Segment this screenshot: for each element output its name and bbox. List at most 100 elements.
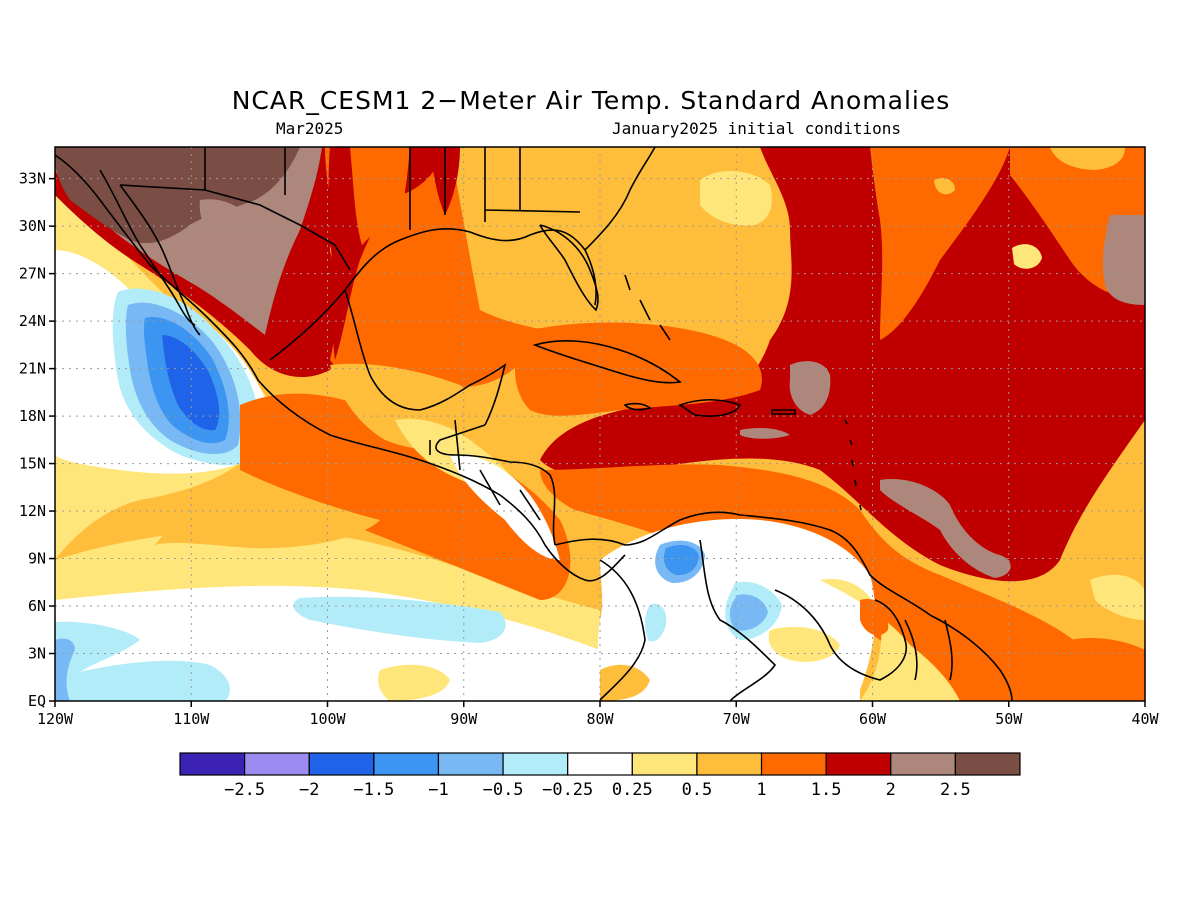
- field-southwest-light-blue: [55, 621, 230, 701]
- field-colombia-blue: [663, 544, 699, 576]
- field-yellow-patch-equator: [378, 664, 450, 701]
- map-title: NCAR_CESM1 2−Meter Air Temp. Standard An…: [231, 86, 951, 115]
- field-brown-patch-2: [740, 427, 790, 439]
- lat-tick-label: 24N: [19, 312, 46, 330]
- colorbar-label: −0.25: [542, 780, 593, 800]
- longitude-axis: 120W 110W 100W 90W 80W 70W 60W 50W 40W: [37, 701, 1160, 728]
- lon-tick-label: 100W: [309, 710, 346, 728]
- colorbar-swatch: [890, 752, 956, 776]
- latitude-axis: EQ 3N 6N 9N 12N 15N 18N 21N 24N 27N 30N 33N: [19, 170, 55, 710]
- colorbar-swatch: [631, 752, 698, 776]
- field-brazil-yellow: [768, 626, 840, 662]
- gulf-of-california-coast: [99, 169, 196, 326]
- florida-coast: [539, 224, 599, 312]
- colombia-west-border: [599, 559, 646, 701]
- colorbar-swatch: [308, 752, 375, 776]
- cuba: [532, 340, 682, 384]
- french-guiana-border: [944, 619, 953, 681]
- us-mexico-border: [119, 184, 351, 271]
- colorbar-swatch: [179, 752, 246, 776]
- lon-tick-label: 80W: [586, 710, 614, 728]
- colorbar-label: 1.5: [811, 780, 842, 800]
- colombia-venezuela-border: [699, 539, 777, 701]
- lon-tick-label: 120W: [37, 710, 74, 728]
- anomaly-field: [55, 147, 1145, 701]
- field-brown-east: [1102, 215, 1145, 305]
- field-brown-patch: [199, 199, 260, 252]
- field-atlantic-orange-n: [870, 147, 1010, 340]
- lon-tick-label: 60W: [859, 710, 887, 728]
- south-america-north-coast: [554, 511, 1013, 701]
- lon-tick-label: 50W: [995, 710, 1023, 728]
- pacific-coastline: [55, 154, 626, 582]
- lat-tick-label: 21N: [19, 360, 46, 378]
- colorbar-label: 0.25: [612, 780, 653, 800]
- lat-tick-label: 15N: [19, 455, 46, 473]
- colorbar-swatch: [760, 752, 827, 776]
- suriname-border: [904, 619, 918, 681]
- colorbar-swatch: [373, 752, 440, 776]
- map-gridlines: [55, 147, 1145, 701]
- field-venezuela-mid-blue: [729, 594, 768, 631]
- lat-tick-label: 30N: [19, 217, 46, 235]
- colorbar-label: 1: [756, 780, 766, 800]
- field-us-dark-brown: [55, 147, 300, 244]
- lat-tick-label: EQ: [28, 692, 46, 710]
- field-central-america-white: [450, 454, 560, 560]
- bahamas: [624, 274, 671, 341]
- field-yellow-spot-2: [1012, 244, 1042, 269]
- colorbar-swatch: [502, 752, 569, 776]
- colorbar-label: −1.5: [353, 780, 394, 800]
- colorbar-label: −2.5: [224, 780, 265, 800]
- field-east-yellow: [1090, 574, 1145, 620]
- field-yellow-spot-1: [700, 170, 772, 226]
- colorbar-swatch: [825, 752, 892, 776]
- field-brown-caribbean: [789, 361, 831, 415]
- coastlines: [55, 147, 1013, 701]
- gulf-coast-mexico: [344, 289, 507, 426]
- central-america-borders: [429, 419, 541, 521]
- field-pacific-orange: [240, 393, 571, 600]
- us-state-borders: [204, 147, 581, 230]
- field-pacific-deep-blue: [162, 335, 220, 431]
- field-pacific-light-orange-tongue: [155, 470, 380, 549]
- field-atlantic-red: [540, 147, 1145, 582]
- gulf-coast-north: [269, 227, 597, 361]
- field-caribbean-orange: [515, 322, 762, 416]
- field-light-orange-spot: [934, 178, 955, 195]
- forecast-month: Mar2025: [276, 119, 344, 138]
- lat-tick-label: 18N: [19, 407, 46, 425]
- colorbar-label: −2: [299, 780, 319, 800]
- caribbean-central-america-coast: [435, 424, 556, 546]
- lesser-antilles: [844, 419, 862, 511]
- jamaica: [623, 402, 652, 411]
- field-southwest-mid-blue: [55, 638, 75, 701]
- colorbar-label: 0.5: [682, 780, 713, 800]
- lat-tick-label: 27N: [19, 265, 46, 283]
- field-texas-orange: [350, 147, 410, 245]
- colorbar-label: −1: [428, 780, 448, 800]
- colorbar-swatch: [567, 752, 633, 776]
- puerto-rico: [771, 409, 796, 415]
- hispaniola: [678, 398, 742, 417]
- lon-tick-label: 90W: [450, 710, 478, 728]
- lat-tick-label: 33N: [19, 170, 46, 188]
- colorbar-swatch: [437, 752, 504, 776]
- colorbar-swatch: [244, 752, 310, 776]
- colorbar-swatch: [954, 752, 1021, 776]
- lat-tick-label: 3N: [28, 645, 46, 663]
- lon-tick-label: 40W: [1131, 710, 1159, 728]
- colorbar-label: −0.5: [483, 780, 524, 800]
- field-peru-light-orange: [600, 664, 650, 701]
- field-light-orange-top: [1050, 147, 1125, 170]
- initial-conditions: January2025 initial conditions: [612, 119, 901, 138]
- field-andes-light-blue: [645, 603, 667, 642]
- colorbar: −2.5 −2 −1.5 −1 −0.5 −0.25 0.25 0.5 1 1.5 2 2.5: [179, 752, 1021, 800]
- lon-tick-label: 110W: [173, 710, 210, 728]
- field-guiana-orange: [860, 599, 889, 636]
- colorbar-swatch: [696, 752, 763, 776]
- colorbar-label: 2.5: [940, 780, 971, 800]
- field-pacific-light-blue-band: [293, 596, 506, 643]
- lat-tick-label: 12N: [19, 502, 46, 520]
